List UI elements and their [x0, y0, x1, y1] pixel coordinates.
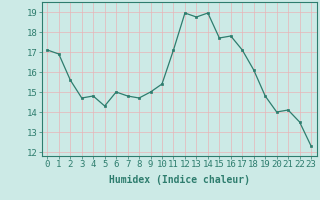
X-axis label: Humidex (Indice chaleur): Humidex (Indice chaleur)	[109, 175, 250, 185]
